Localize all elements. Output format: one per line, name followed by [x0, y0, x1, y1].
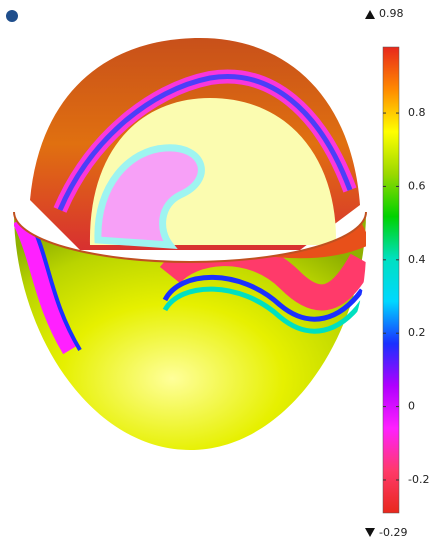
max-label: 0.98 — [379, 7, 404, 20]
min-label: -0.29 — [379, 526, 407, 539]
max-marker — [365, 10, 375, 19]
tick-label: 0.6 — [408, 179, 426, 192]
tick-label: -0.2 — [408, 473, 429, 486]
tick-label: 0.8 — [408, 106, 426, 119]
chart: 0.98 -0.29 -0.2 0 0.2 0.4 0.6 0.8 — [0, 0, 429, 542]
colorbar — [383, 47, 399, 513]
status-dot — [6, 10, 18, 22]
surface-plot — [14, 38, 366, 450]
tick-label: 0 — [408, 400, 415, 413]
tick-label: 0.4 — [408, 253, 426, 266]
color-legend: 0.98 -0.29 -0.2 0 0.2 0.4 0.6 0.8 — [365, 7, 429, 539]
min-marker — [365, 528, 375, 537]
tick-label: 0.2 — [408, 326, 426, 339]
